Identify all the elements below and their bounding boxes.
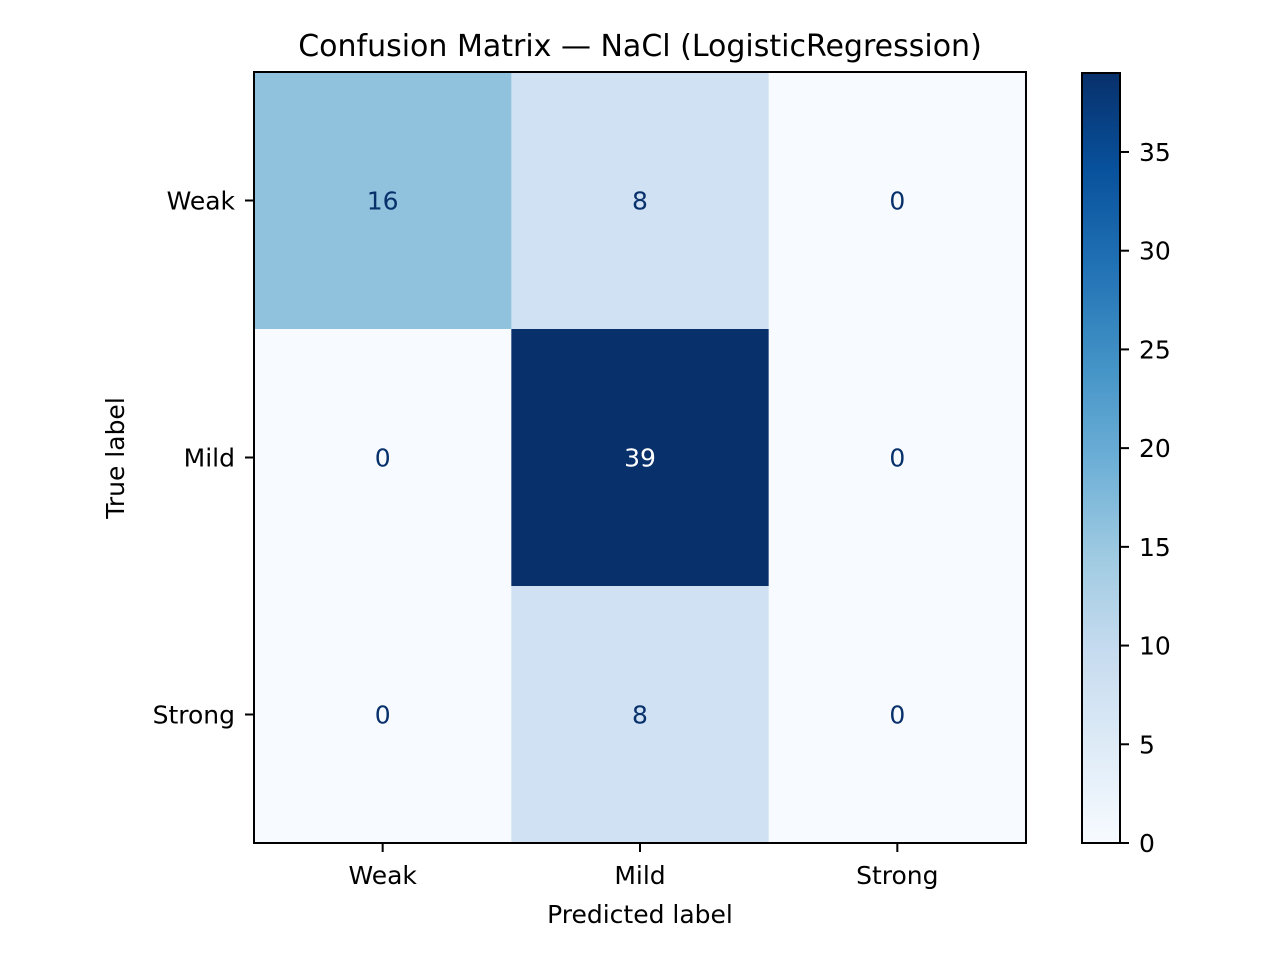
colorbar-gradient: [1081, 72, 1121, 844]
heatmap-cell: [768, 329, 1027, 587]
heatmap-cell: [768, 586, 1027, 844]
cell-value-label: 8: [632, 701, 648, 730]
colorbar-tick-label: 35: [1139, 138, 1171, 167]
x-axis-label: Predicted label: [547, 900, 733, 929]
cell-value-label: 39: [624, 444, 656, 473]
y-tick-label: Mild: [184, 444, 235, 473]
heatmap-cell: [768, 72, 1027, 330]
x-tick-label: Mild: [614, 861, 665, 890]
colorbar-tick-label: 20: [1139, 434, 1171, 463]
cell-value-label: 0: [889, 701, 905, 730]
y-tick-label: Weak: [167, 187, 236, 216]
colorbar-tick-label: 10: [1139, 632, 1171, 661]
cell-value-label: 16: [367, 187, 399, 216]
cell-value-label: 0: [889, 444, 905, 473]
heatmap-cell: [511, 329, 770, 587]
colorbar-tick-label: 30: [1139, 237, 1171, 266]
cell-value-label: 0: [375, 701, 391, 730]
heatmap-group: 16 8 0 0 39 0 0 8 0 Weak Mild Strong Weak Mild Strong: [153, 71, 1027, 890]
heatmap-cell: [254, 72, 512, 330]
colorbar-tick-label: 5: [1139, 730, 1155, 759]
heatmap-cell: [254, 586, 512, 844]
colorbar-tick-label: 0: [1139, 829, 1155, 858]
heatmap-cell: [511, 586, 770, 844]
heatmap-cell: [254, 329, 512, 587]
x-tick-label: Weak: [348, 861, 417, 890]
colorbar: 0 5 10 15 20 25 30 35: [1081, 72, 1171, 858]
cell-value-label: 8: [632, 187, 648, 216]
chart-title: Confusion Matrix — NaCl (LogisticRegress…: [298, 29, 982, 64]
colorbar-tick-label: 15: [1139, 533, 1171, 562]
cell-value-label: 0: [375, 444, 391, 473]
colorbar-tick-label: 25: [1139, 335, 1171, 364]
x-tick-label: Strong: [856, 861, 938, 890]
y-tick-label: Strong: [153, 701, 235, 730]
y-axis-label: True label: [101, 397, 130, 520]
cell-value-label: 0: [889, 187, 905, 216]
heatmap-cell: [511, 72, 770, 330]
